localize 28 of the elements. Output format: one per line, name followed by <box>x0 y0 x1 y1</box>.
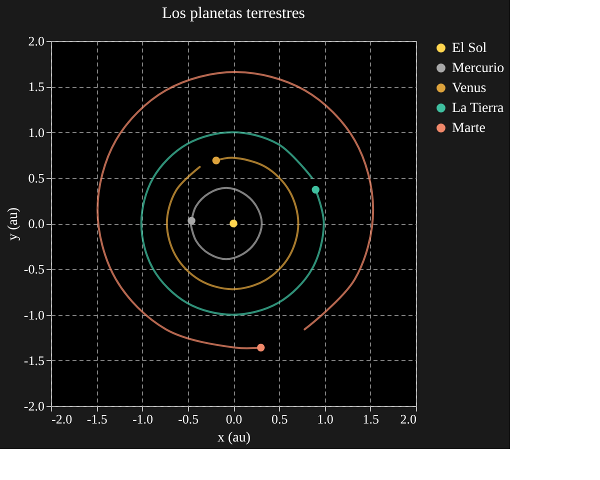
y-tick-label: 1.5 <box>28 79 44 94</box>
x-tick-label: -2.0 <box>52 412 72 426</box>
legend-label: Mercurio <box>452 61 504 76</box>
y-tick-label: -2.0 <box>24 398 44 414</box>
legend-label: Venus <box>452 81 486 96</box>
x-tick-label: 2.0 <box>400 412 416 426</box>
x-tick-label: 0.0 <box>226 412 242 426</box>
x-tick-label: 1.0 <box>317 412 334 426</box>
y-tick-label: 0.0 <box>28 216 44 231</box>
y-tick-label: -1.5 <box>24 352 44 368</box>
x-axis-title: x (au) <box>217 430 251 446</box>
x-tick-label: -1.0 <box>132 412 154 426</box>
legend-label: La Tierra <box>452 101 504 116</box>
legend-label: El Sol <box>452 41 487 56</box>
line-series <box>166 156 300 290</box>
y-tick-label: 0.5 <box>28 170 44 186</box>
chart-title: Los planetas terrestres <box>162 5 306 22</box>
y-tick-label: 2.0 <box>28 34 44 48</box>
x-tick-label: 1.5 <box>362 412 379 426</box>
y-tick-label: 1.0 <box>28 124 44 140</box>
y-tick-label: -1.0 <box>24 307 44 322</box>
x-tick-label: 0.5 <box>272 412 288 426</box>
legend-label: Marte <box>452 121 486 136</box>
x-tick-label: -0.5 <box>178 412 199 426</box>
x-tick-label: -1.5 <box>86 412 108 426</box>
y-axis-title: y (au) <box>6 207 21 241</box>
line-series <box>140 131 325 316</box>
y-tick-label: -0.5 <box>24 262 44 277</box>
